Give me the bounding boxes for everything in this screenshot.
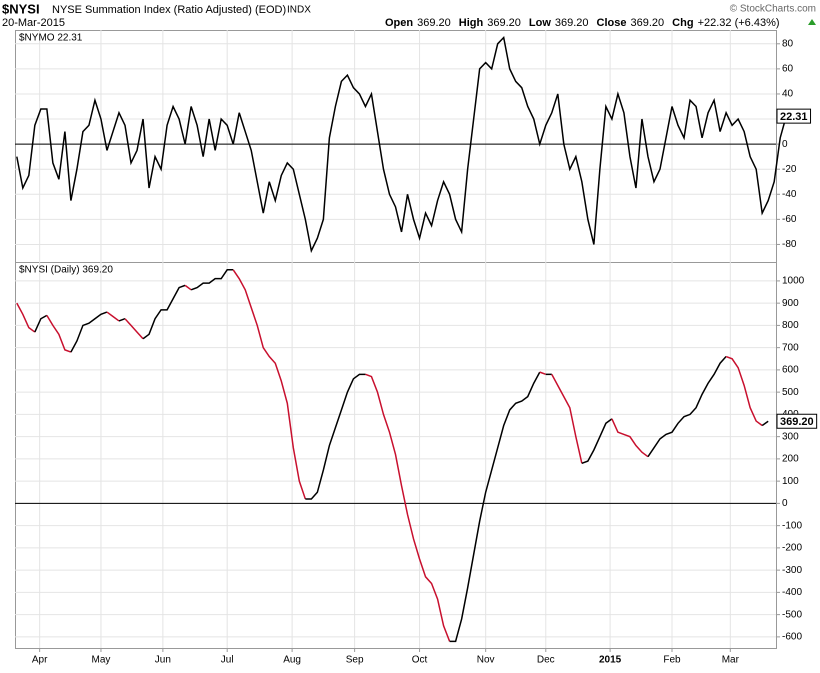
series-line [70, 311, 108, 353]
x-tick-label: 2015 [599, 655, 622, 666]
y-tick-label: 0 [782, 498, 788, 509]
last-value-box [776, 413, 818, 429]
x-tick-label: Mar [722, 655, 740, 666]
series-line [449, 371, 541, 643]
series-line [16, 35, 787, 254]
date: 20-Mar-2015 [2, 17, 65, 29]
series-line [46, 315, 72, 353]
x-tick-label: Feb [663, 655, 681, 666]
y-tick-label: -40 [782, 189, 797, 200]
y-tick-label: 80 [782, 38, 794, 49]
stat-label: Close [597, 17, 627, 29]
stat-value: 369.20 [631, 17, 665, 29]
last-value-label: 22.31 [780, 111, 808, 123]
series-line [539, 371, 547, 376]
stat-label: Open [385, 17, 413, 29]
y-tick-label: 60 [782, 64, 794, 75]
stat-value: +22.32 (+6.43%) [698, 17, 780, 29]
x-tick-label: Oct [412, 655, 428, 666]
y-tick-label: -200 [782, 543, 802, 554]
credit: © StockCharts.com [730, 4, 816, 15]
series-line [106, 311, 120, 322]
y-tick-label: 100 [782, 476, 799, 487]
up-arrow [808, 19, 816, 25]
series-line [647, 356, 727, 458]
y-tick-label: 300 [782, 431, 799, 442]
y-tick-label: 40 [782, 89, 794, 100]
y-tick-label: -60 [782, 214, 797, 225]
y-tick-label: -100 [782, 520, 802, 531]
series-line [232, 269, 307, 500]
y-tick-label: 200 [782, 454, 799, 465]
stat-label: High [459, 17, 484, 29]
description: NYSE Summation Index (Ratio Adjusted) (E… [52, 4, 286, 16]
series-line [365, 373, 451, 642]
x-tick-label: Dec [537, 655, 555, 666]
y-tick-label: 700 [782, 342, 799, 353]
series-line [34, 314, 48, 333]
series-line [142, 284, 186, 340]
plot-frame [15, 30, 777, 649]
series-line [581, 418, 613, 465]
x-tick-label: Apr [32, 655, 48, 666]
series-line [611, 418, 649, 458]
y-tick-label: -500 [782, 609, 802, 620]
last-value-label: 369.20 [780, 416, 814, 428]
y-tick-label: 500 [782, 387, 799, 398]
y-tick-label: 900 [782, 298, 799, 309]
y-tick-label: 1000 [782, 276, 805, 287]
y-tick-label: -20 [782, 164, 797, 175]
series-line [118, 318, 126, 322]
y-tick-label: 600 [782, 365, 799, 376]
legend-label: $NYSI (Daily) 369.20 [19, 265, 113, 276]
series-line [124, 318, 144, 340]
y-tick-label: -300 [782, 565, 802, 576]
stat-value: 369.20 [555, 17, 589, 29]
exchange: INDX [287, 5, 311, 16]
x-tick-label: Jun [155, 655, 171, 666]
series-line [725, 355, 763, 427]
y-tick-label: -80 [782, 239, 797, 250]
x-tick-label: May [92, 655, 111, 666]
series-line [551, 373, 583, 464]
y-tick-label: 0 [782, 139, 788, 150]
series-line [16, 302, 36, 333]
symbol: $NYSI [2, 1, 40, 16]
y-tick-label: -400 [782, 587, 802, 598]
x-tick-label: Sep [346, 655, 364, 666]
x-tick-label: Jul [221, 655, 234, 666]
x-tick-label: Aug [283, 655, 301, 666]
series-line [305, 373, 366, 500]
y-tick-label: 800 [782, 320, 799, 331]
last-value-box [776, 108, 812, 124]
stat-value: 369.20 [487, 17, 521, 29]
series-line [184, 284, 192, 291]
series-line [190, 269, 234, 291]
y-tick-label: -600 [782, 632, 802, 643]
stat-label: Low [529, 17, 551, 29]
series-line [761, 420, 769, 427]
stat-value: 369.20 [417, 17, 451, 29]
stat-label: Chg [672, 17, 693, 29]
legend-label: $NYMO 22.31 [19, 33, 83, 44]
x-tick-label: Nov [477, 655, 495, 666]
